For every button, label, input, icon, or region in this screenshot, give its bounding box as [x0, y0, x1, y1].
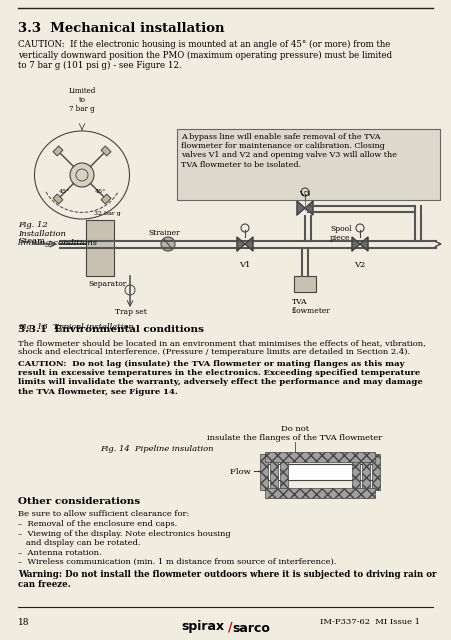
Bar: [265, 452, 375, 462]
Text: sarco: sarco: [232, 622, 270, 635]
Bar: [270, 454, 278, 490]
Text: 18: 18: [18, 618, 29, 627]
Text: Spool
piece: Spool piece: [330, 225, 351, 242]
Polygon shape: [297, 201, 313, 215]
Text: Flow →: Flow →: [230, 468, 260, 476]
Text: Other considerations: Other considerations: [18, 497, 140, 506]
Bar: [53, 194, 63, 204]
Text: Be sure to allow sufficient clearance for:: Be sure to allow sufficient clearance fo…: [18, 510, 189, 518]
Bar: [372, 454, 380, 490]
Bar: [294, 276, 316, 292]
Text: Do not
insulate the flanges of the TVA flowmeter: Do not insulate the flanges of the TVA f…: [207, 425, 382, 442]
Circle shape: [161, 237, 175, 251]
Text: and display can be rotated.: and display can be rotated.: [18, 539, 141, 547]
Bar: [86, 220, 114, 276]
Text: Separator: Separator: [88, 280, 126, 288]
Bar: [265, 464, 375, 480]
Bar: [101, 146, 111, 156]
Bar: [280, 454, 288, 490]
Text: 3.3  Mechanical installation: 3.3 Mechanical installation: [18, 22, 225, 35]
Text: CAUTION:  If the electronic housing is mounted at an angle of 45° (or more) from: CAUTION: If the electronic housing is mo…: [18, 40, 392, 70]
Text: –  Removal of the enclosure end caps.: – Removal of the enclosure end caps.: [18, 520, 177, 528]
Bar: [352, 454, 360, 490]
Bar: [101, 194, 111, 204]
Text: V1: V1: [239, 261, 250, 269]
Text: TVA
flowmeter: TVA flowmeter: [292, 298, 331, 315]
Text: 32 bar g: 32 bar g: [94, 211, 121, 216]
Text: The flowmeter should be located in an environment that minimises the effects of : The flowmeter should be located in an en…: [18, 339, 426, 356]
Text: –  Antenna rotation.: – Antenna rotation.: [18, 549, 101, 557]
FancyBboxPatch shape: [176, 129, 440, 200]
Text: IM-P337-62  MI Issue 1: IM-P337-62 MI Issue 1: [320, 618, 420, 626]
Circle shape: [70, 163, 94, 187]
Text: V3: V3: [299, 190, 310, 198]
Text: 45°: 45°: [58, 189, 69, 194]
Text: 45°: 45°: [94, 189, 106, 194]
Text: Limited
to
7 bar g: Limited to 7 bar g: [69, 86, 96, 113]
Text: –  Viewing of the display. Note electronics housing: – Viewing of the display. Note electroni…: [18, 530, 231, 538]
Text: CAUTION:  Do not lag (insulate) the TVA flowmeter or mating flanges as this may
: CAUTION: Do not lag (insulate) the TVA f…: [18, 360, 423, 396]
Text: V2: V2: [354, 261, 365, 269]
Bar: [53, 146, 63, 156]
Bar: [362, 454, 370, 490]
Polygon shape: [352, 237, 368, 251]
Text: Trap set: Trap set: [115, 308, 147, 316]
Text: Steam: Steam: [18, 237, 45, 245]
Polygon shape: [237, 237, 253, 251]
Text: /: /: [228, 620, 233, 633]
Text: Fig. 13  Typical installation: Fig. 13 Typical installation: [18, 323, 133, 331]
Text: Fig. 12
Installation
limiting conditions: Fig. 12 Installation limiting conditions: [18, 221, 97, 248]
Text: A bypass line will enable safe removal of the TVA
flowmeter for maintenance or c: A bypass line will enable safe removal o…: [181, 133, 397, 168]
Text: 3.3.1  Environmental conditions: 3.3.1 Environmental conditions: [18, 325, 204, 334]
Text: –  Wireless communication (min. 1 m distance from source of interference).: – Wireless communication (min. 1 m dista…: [18, 558, 336, 566]
Text: Warning: Do not install the flowmeter outdoors where it is subjected to driving : Warning: Do not install the flowmeter ou…: [18, 570, 437, 589]
Text: Fig. 14  Pipeline insulation: Fig. 14 Pipeline insulation: [100, 445, 213, 453]
Bar: [260, 454, 268, 490]
Bar: [265, 488, 375, 498]
Text: Strainer: Strainer: [148, 229, 179, 237]
Text: spirax: spirax: [182, 620, 225, 633]
